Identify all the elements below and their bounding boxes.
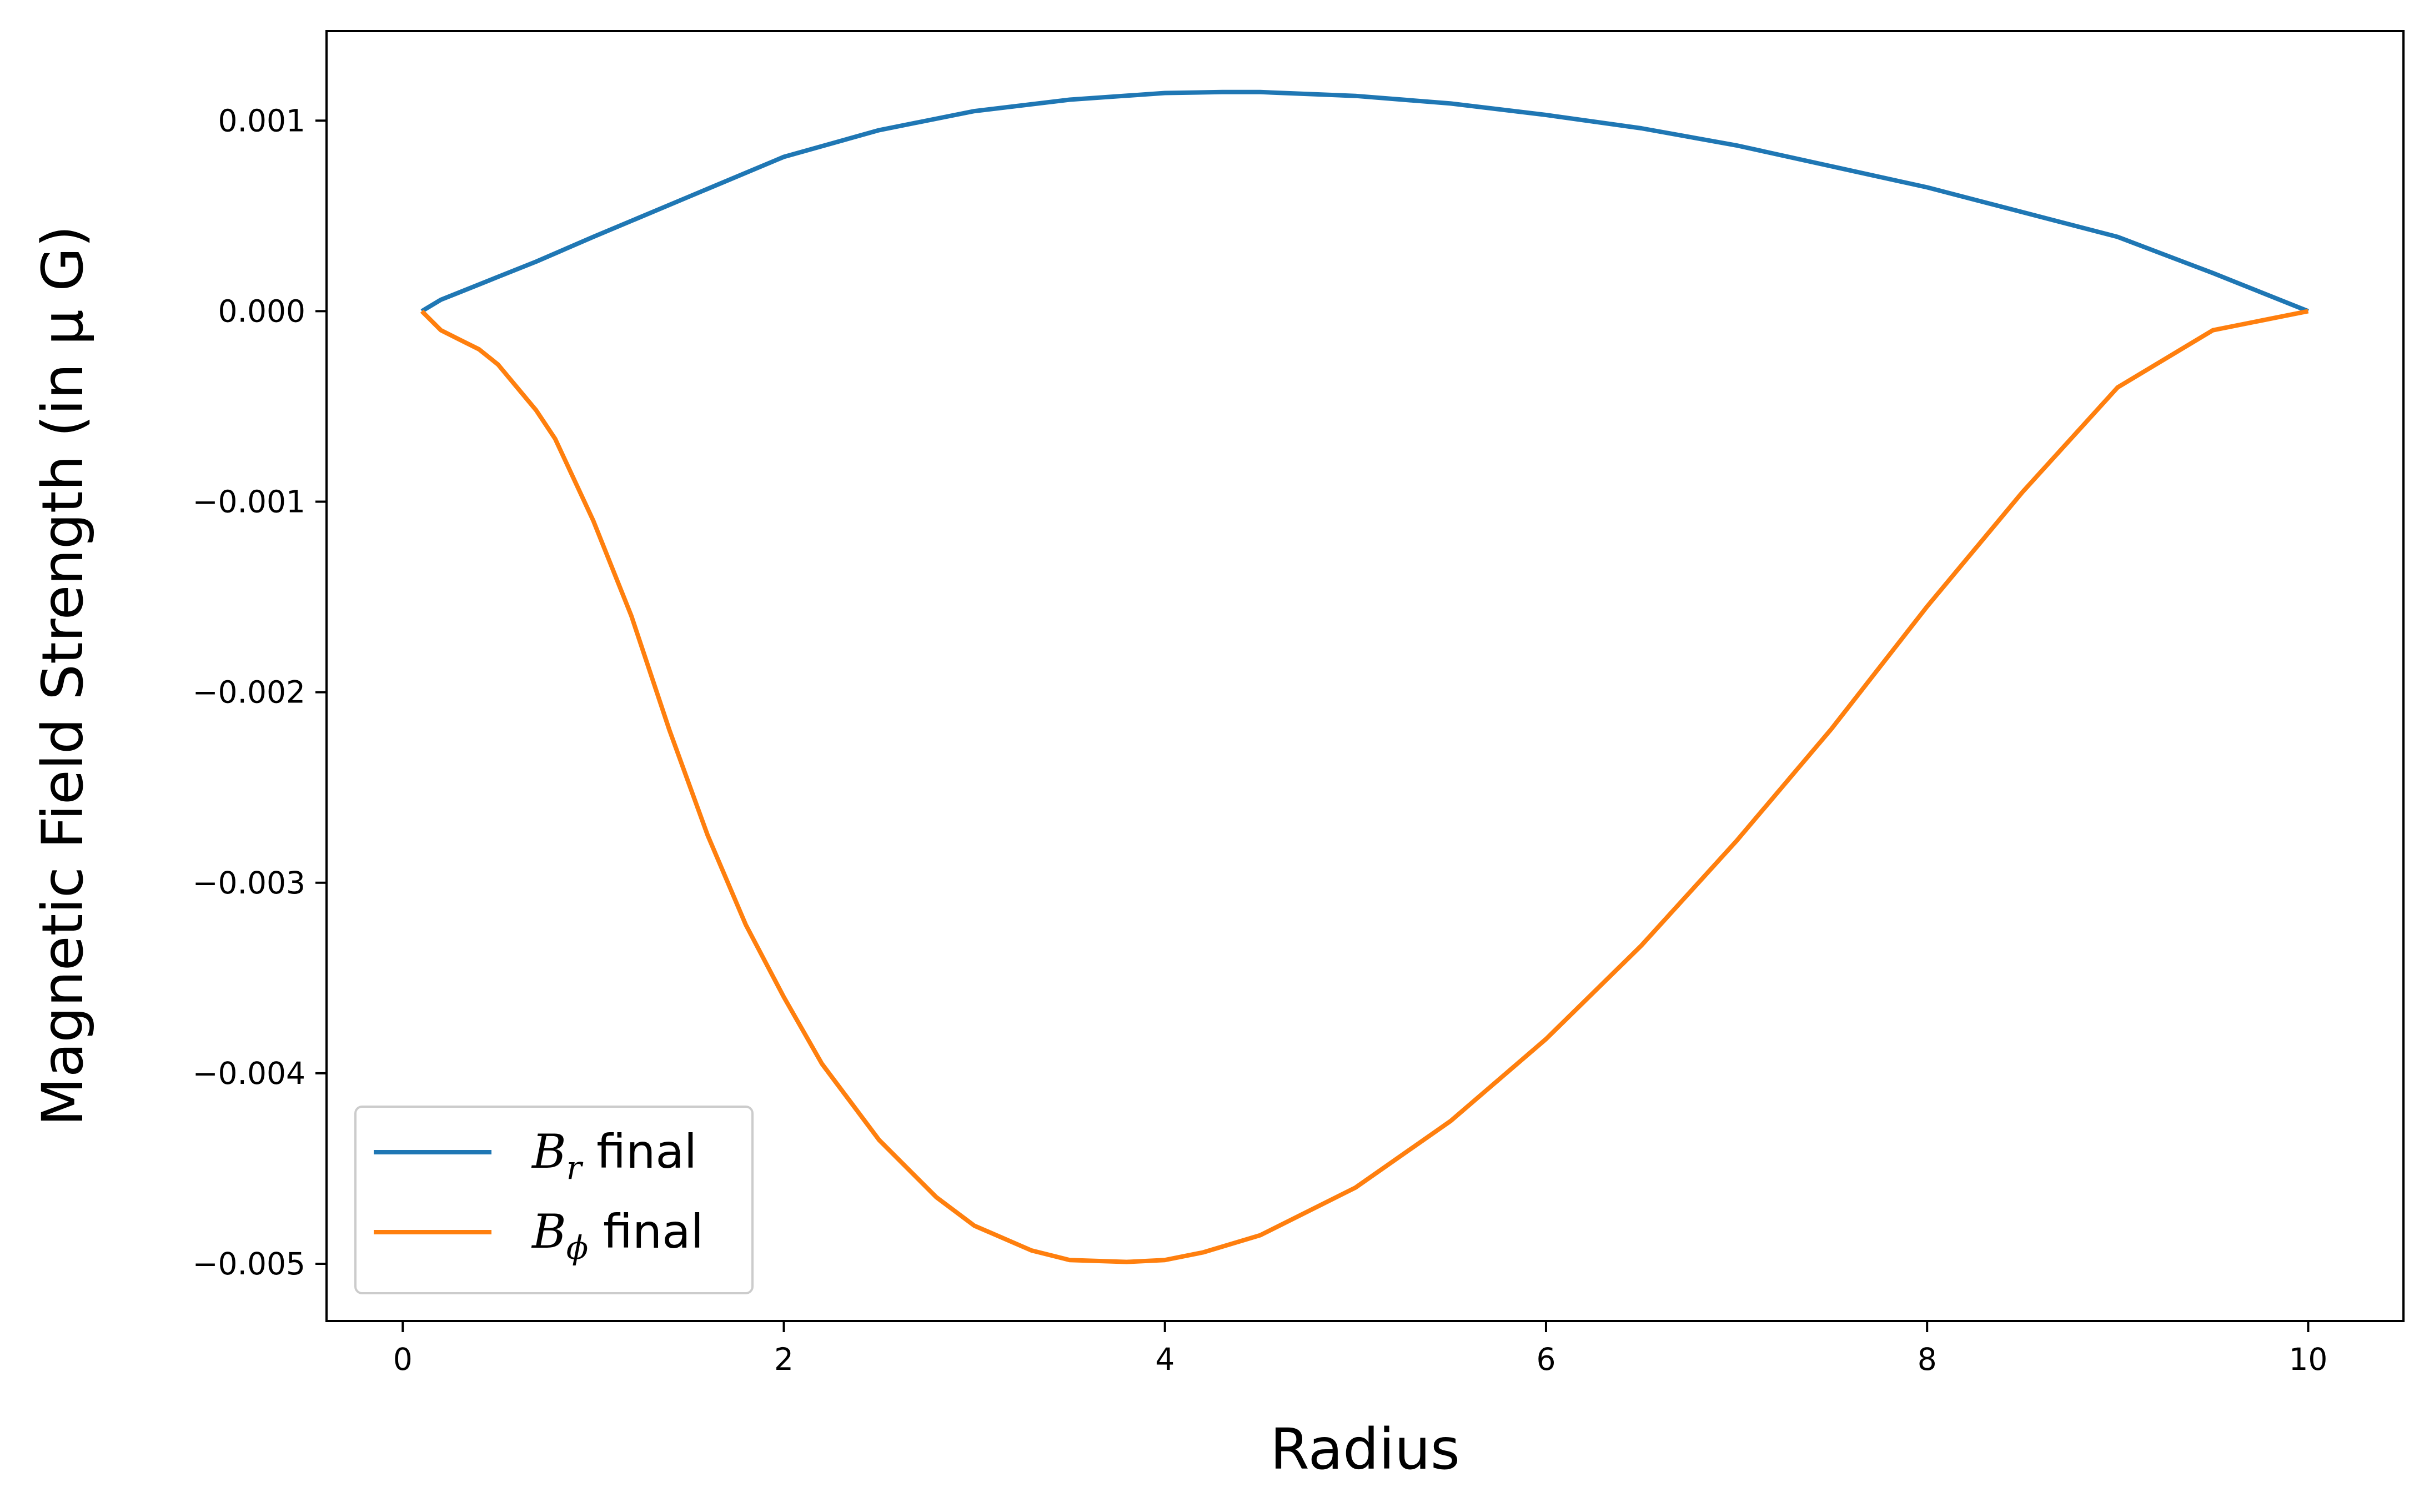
x-tick-label: 0 [393,1342,413,1377]
series-line-b-phi [420,309,2309,1264]
y-tick-label: −0.004 [192,1056,305,1091]
legend: Br final Bϕ final [354,1106,754,1294]
x-tick-label: 10 [2289,1342,2327,1377]
x-tick-label: 2 [774,1342,794,1377]
legend-label-b-phi: Bϕ final [531,1204,704,1267]
y-axis-title: Magnetic Field Strength (in μ G) [30,225,96,1126]
y-tick-label: −0.001 [192,484,305,520]
series-layer [420,89,2309,1264]
legend-label-b-r: Br final [531,1124,697,1187]
y-tick-label: −0.002 [192,675,305,710]
x-tick-label: 8 [1918,1342,1937,1377]
x-axis-title: Radius [1270,1416,1460,1483]
y-tick-label: −0.003 [192,865,305,901]
plot-frame [325,30,2405,1322]
x-tick-label: 4 [1155,1342,1175,1377]
x-axis-ticks: 0 2 4 6 8 10 [393,1321,2327,1377]
x-tick-label: 6 [1536,1342,1555,1377]
y-tick-label: 0.000 [218,293,305,329]
y-tick-label: 0.001 [218,103,305,138]
y-tick-label: −0.005 [192,1246,305,1282]
series-line-b-r [420,89,2309,314]
y-axis-ticks: 0.001 0.000 −0.001 −0.002 −0.003 −0.004 −0.005 [192,103,327,1282]
